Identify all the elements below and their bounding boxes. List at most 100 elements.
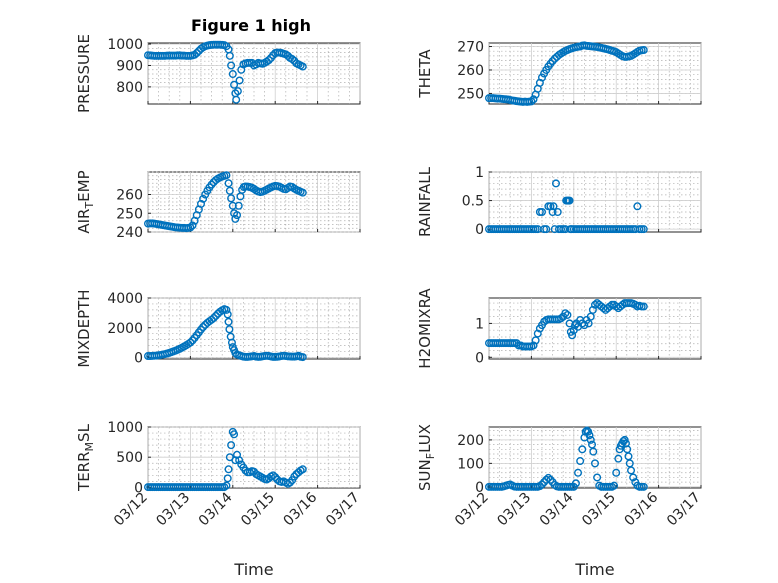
data-point — [627, 466, 636, 475]
data-point — [586, 312, 595, 321]
data-point — [551, 179, 560, 188]
data-point — [557, 314, 566, 323]
data-point — [232, 95, 241, 104]
y-tick-label: 2000 — [107, 321, 143, 337]
data-point — [614, 454, 623, 463]
data-point — [546, 475, 555, 484]
data-point — [538, 73, 547, 82]
data-point — [584, 427, 593, 436]
y-axis-label: AIRTEMP — [75, 170, 96, 233]
data-point — [535, 482, 544, 491]
data-point — [538, 207, 547, 216]
y-tick-label: 0 — [475, 350, 484, 366]
grid — [488, 298, 702, 359]
x-axis-label: Time — [233, 560, 273, 579]
data-point — [298, 353, 307, 362]
y-tick-label: 240 — [116, 225, 143, 241]
data-point — [290, 472, 299, 481]
data-point — [227, 441, 236, 450]
data-point — [639, 225, 648, 234]
data-point — [225, 325, 234, 334]
data-point — [591, 459, 600, 468]
y-tick-label: 250 — [116, 206, 143, 222]
data-point — [527, 97, 536, 106]
data-point — [222, 305, 231, 314]
subplot-pressure: 800 900 1000 PRESSURE — [75, 34, 361, 113]
subplot-terr-msl: 0 500 1000 03/12 03/13 03/14 03/15 03/16 03/17 TE… — [75, 420, 363, 579]
data-point — [639, 482, 648, 491]
y-axis-label: PRESSURE — [75, 34, 93, 113]
y-tick-label: 260 — [457, 63, 484, 79]
data-point — [231, 456, 240, 465]
y-axis-label: TERRMSL — [75, 423, 96, 492]
data-point — [228, 70, 237, 79]
data-point — [538, 480, 547, 489]
data-point — [529, 95, 538, 104]
data-point — [199, 194, 208, 203]
figure-title: Figure 1 high — [191, 16, 311, 35]
y-tick-label: 270 — [457, 40, 484, 56]
x-tick-label: 03/14 — [537, 489, 577, 529]
subplot-air-temp: 240 250 260 AIRTEMP — [75, 170, 361, 241]
grid — [147, 171, 361, 233]
data-point — [231, 214, 240, 223]
data-point — [612, 468, 621, 477]
subplot-theta: 250 260 270 THETA — [416, 40, 702, 106]
data-point — [224, 317, 233, 326]
data-point — [620, 435, 629, 444]
y-tick-label: 250 — [457, 86, 484, 102]
axes-box — [488, 171, 702, 233]
y-axis-label: RAINFALL — [416, 166, 434, 237]
x-tick-label: 03/13 — [494, 490, 534, 530]
data-point — [186, 338, 195, 347]
y-tick-label: 0.5 — [462, 194, 484, 210]
x-tick-label: 03/15 — [238, 490, 278, 530]
grid — [147, 426, 361, 488]
x-tick-label: 03/12 — [452, 490, 492, 530]
data-point — [298, 465, 307, 474]
data-point — [211, 311, 220, 320]
data-point — [286, 478, 295, 487]
data-point — [298, 62, 307, 71]
data-point — [235, 76, 244, 85]
data-point — [589, 447, 598, 456]
y-tick-label: 100 — [457, 456, 484, 472]
data-point — [225, 51, 234, 60]
x-tick-label: 03/12 — [111, 490, 151, 530]
data-point — [548, 207, 557, 216]
x-tick-label: 03/15 — [579, 490, 619, 530]
data-point — [224, 179, 233, 188]
data-point — [223, 474, 232, 483]
data-point — [574, 468, 583, 477]
data-point — [549, 202, 558, 211]
data-point — [227, 194, 236, 203]
series-markers — [485, 299, 648, 351]
grid — [147, 297, 361, 359]
subplot-h2omixra: 0 1 H2OMIXRA — [416, 288, 702, 369]
data-point — [561, 309, 570, 318]
data-point — [544, 473, 553, 482]
data-point — [209, 314, 218, 323]
data-point — [298, 188, 307, 197]
data-point — [610, 481, 619, 490]
x-tick-label: 03/13 — [153, 490, 193, 530]
data-point — [271, 473, 280, 482]
data-point — [553, 207, 562, 216]
data-point — [548, 57, 557, 66]
x-tick-label: 03/17 — [323, 490, 363, 530]
y-axis-label: H2OMIXRA — [416, 288, 434, 369]
data-point — [230, 430, 239, 439]
series-markers — [485, 179, 648, 234]
data-point — [512, 339, 521, 348]
x-axis-label: Time — [574, 560, 614, 579]
data-point — [578, 445, 587, 454]
series-markers — [143, 305, 307, 362]
data-point — [288, 55, 297, 64]
grid — [488, 43, 702, 104]
data-point — [225, 186, 234, 195]
y-tick-label: 1000 — [107, 37, 143, 53]
grid — [488, 171, 702, 232]
y-tick-label: 800 — [116, 80, 143, 96]
